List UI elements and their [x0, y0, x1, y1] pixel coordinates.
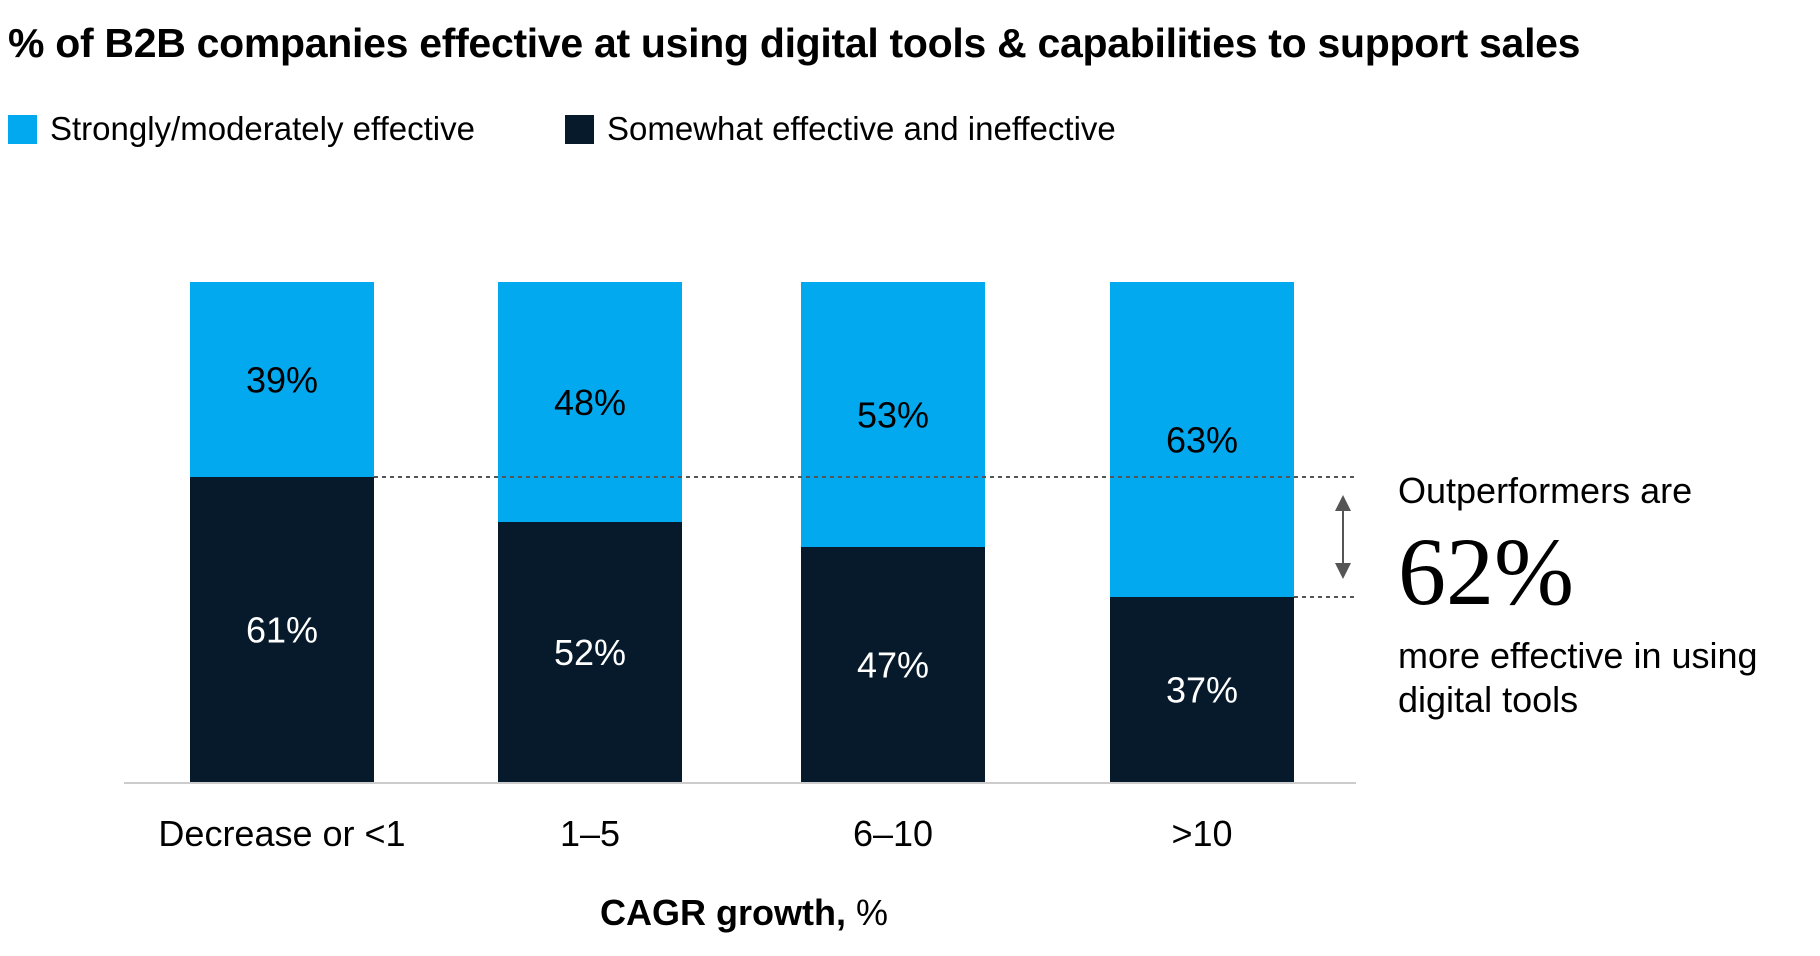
legend-item-effective: Strongly/moderately effective	[8, 110, 475, 148]
data-label-effective-3: 63%	[1166, 420, 1238, 461]
bar-ineffective-1	[498, 522, 682, 782]
data-label-effective-2: 53%	[857, 395, 929, 436]
x-axis-title-unit: %	[845, 892, 888, 933]
data-label-ineffective-0: 61%	[246, 610, 318, 651]
category-label-0: Decrease or <1	[158, 813, 405, 854]
legend-swatch-effective	[8, 114, 37, 144]
data-label-ineffective-3: 37%	[1166, 670, 1238, 711]
category-label-1: 1–5	[560, 813, 620, 854]
category-label-2: 6–10	[853, 813, 933, 854]
chart-title: % of B2B companies effective at using di…	[8, 20, 1581, 66]
x-axis-title-main: CAGR growth,	[600, 892, 846, 933]
bar-ineffective-3	[1110, 597, 1294, 782]
bar-effective-0	[190, 282, 374, 477]
legend-item-ineffective: Somewhat effective and ineffective	[565, 110, 1116, 148]
bar-ineffective-0	[190, 477, 374, 782]
bar-effective-1	[498, 282, 682, 522]
bar-effective-3	[1110, 282, 1294, 597]
legend-label-effective: Strongly/moderately effective	[50, 110, 475, 147]
difference-arrow-head-down	[1335, 563, 1351, 579]
legend-swatch-ineffective	[565, 114, 594, 144]
category-label-3: >10	[1171, 813, 1232, 854]
callout-percentage: 62%	[1398, 518, 1574, 625]
data-label-effective-0: 39%	[246, 360, 318, 401]
callout-description: more effective in using digital tools	[1398, 635, 1758, 720]
data-label-ineffective-1: 52%	[554, 632, 626, 673]
bar-ineffective-2	[801, 547, 985, 782]
callout: Outperformers are 62% more effective in …	[1398, 470, 1818, 722]
callout-intro: Outperformers are	[1398, 470, 1693, 511]
data-label-ineffective-2: 47%	[857, 645, 929, 686]
difference-arrow-head-up	[1335, 495, 1351, 511]
bar-effective-2	[801, 282, 985, 547]
legend-label-ineffective: Somewhat effective and ineffective	[607, 110, 1116, 147]
data-label-effective-1: 48%	[554, 382, 626, 423]
